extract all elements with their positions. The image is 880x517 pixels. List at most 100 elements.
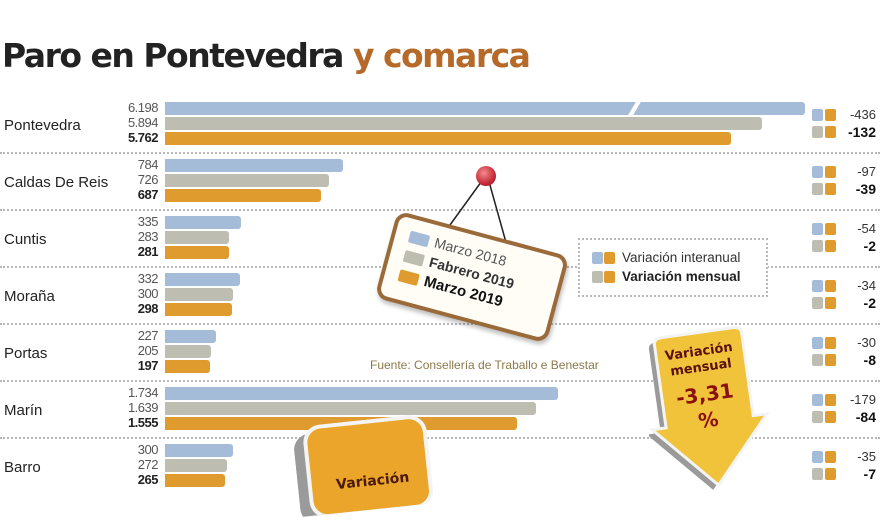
row-caldas-de-reis: Caldas De Reis 784 726 687 -97 -39 (0, 156, 880, 213)
variacion-interanual: -179 (849, 392, 876, 407)
municipality-label: Moraña (4, 288, 55, 305)
source-note: Fuente: Consellería de Traballo e Benest… (370, 358, 599, 372)
variacion-mensual: -2 (863, 295, 876, 311)
municipality-label: Portas (4, 345, 48, 362)
value-label: 784 (137, 157, 159, 172)
bar (165, 330, 216, 343)
row-portas: Portas 227 205 197 -30 -8 (0, 327, 880, 384)
variation-swatch (812, 280, 823, 292)
variacion-interanual: -34 (857, 278, 876, 293)
row-cuntis: Cuntis 335 283 281 -54 -2 (0, 213, 880, 270)
bar (165, 444, 233, 457)
bar (165, 117, 762, 130)
variation-swatch (812, 223, 823, 235)
variacion-interanual: -97 (857, 164, 876, 179)
row-separator (0, 380, 880, 382)
value-label: 335 (137, 214, 159, 229)
variation-swatch (825, 109, 836, 121)
variation-swatch (812, 411, 823, 423)
title-accent: y comarca (352, 36, 531, 75)
bar (165, 303, 232, 316)
value-label: 5.762 (127, 130, 159, 145)
variation-swatch (812, 354, 823, 366)
variation-swatch (825, 183, 836, 195)
bar (165, 132, 731, 145)
bar (165, 216, 241, 229)
legend-swatch-orange (604, 252, 615, 264)
value-label: 726 (137, 172, 159, 187)
variation-swatch (825, 337, 836, 349)
value-label: 687 (137, 187, 159, 202)
bar (165, 174, 329, 187)
bar (165, 288, 233, 301)
variation-swatch (825, 240, 836, 252)
variacion-mensual: -84 (855, 409, 876, 425)
row-marín: Marín 1.734 1.639 1.555 -179 -84 (0, 384, 880, 441)
legend-swatch-marzo2019 (397, 269, 420, 287)
down-arrow-icon (646, 325, 771, 490)
variation-swatch (825, 223, 836, 235)
value-label: 1.555 (127, 415, 159, 430)
variation-swatch (812, 468, 823, 480)
bar (165, 231, 229, 244)
variation-swatch (825, 126, 836, 138)
legend-interanual: Variación interanual (622, 250, 741, 265)
variation-swatch (812, 394, 823, 406)
municipality-label: Caldas De Reis (4, 174, 109, 191)
bar (165, 474, 225, 487)
value-label: 205 (137, 343, 159, 358)
variation-legend: Variación interanual Variación mensual (578, 238, 768, 297)
variacion-mensual: -132 (847, 124, 876, 140)
value-label: 300 (137, 442, 159, 457)
row-barro: Barro 300 272 265 -35 -7 (0, 441, 880, 498)
value-label: 197 (137, 358, 159, 373)
variation-swatch (825, 411, 836, 423)
row-separator (0, 209, 880, 211)
variation-swatch (812, 183, 823, 195)
row-separator (0, 437, 880, 439)
string-right (487, 177, 508, 247)
value-label: 272 (137, 457, 159, 472)
row-separator (0, 323, 880, 325)
variacion-interanual: -436 (849, 107, 876, 122)
value-label: 298 (137, 301, 159, 316)
variation-swatch (825, 354, 836, 366)
value-label: 265 (137, 472, 159, 487)
legend-mensual: Variación mensual (622, 269, 741, 284)
bar (165, 189, 321, 202)
value-label: 5.894 (127, 115, 159, 130)
variacion-mensual: -39 (855, 181, 876, 197)
legend-swatch-orange (604, 271, 615, 283)
variacion-mensual: -7 (863, 466, 876, 482)
municipality-label: Barro (4, 459, 41, 476)
bar (165, 402, 536, 415)
variation-swatch (825, 280, 836, 292)
title-main: Paro en Pontevedra (2, 36, 344, 75)
legend-swatch-gray (592, 271, 603, 283)
bar (165, 387, 558, 400)
value-label: 1.734 (127, 385, 159, 400)
legend-swatch-blue (592, 252, 603, 264)
municipality-label: Pontevedra (4, 117, 81, 134)
value-label: 300 (137, 286, 159, 301)
variacion-interanual: -35 (857, 449, 876, 464)
value-label: 227 (137, 328, 159, 343)
variation-swatch (825, 451, 836, 463)
variation-swatch (825, 468, 836, 480)
value-label: 6.198 (127, 100, 159, 115)
row-pontevedra: Pontevedra 6.198 5.894 5.762 -436 -132 (0, 99, 880, 156)
second-callout: Variación (292, 413, 439, 517)
bar (165, 100, 805, 117)
bar (165, 159, 343, 172)
variacion-mensual: -2 (863, 238, 876, 254)
value-label: 283 (137, 229, 159, 244)
municipality-label: Cuntis (4, 231, 47, 248)
variation-swatch (812, 240, 823, 252)
bar (165, 360, 210, 373)
variation-swatch (812, 109, 823, 121)
legend-swatch-febrero2019 (402, 249, 426, 267)
bar (165, 459, 227, 472)
municipality-label: Marín (4, 402, 43, 419)
pushpin-icon (476, 166, 496, 186)
value-label: 1.639 (127, 400, 159, 415)
